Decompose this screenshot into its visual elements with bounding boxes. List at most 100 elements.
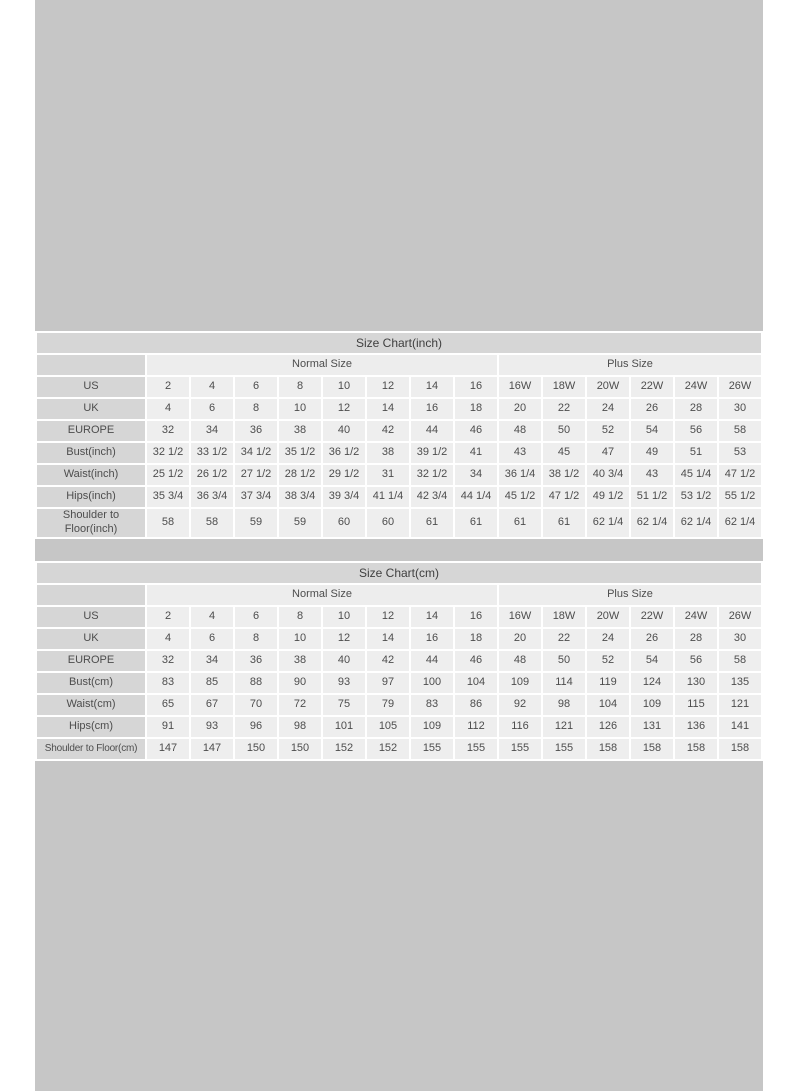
- size-cell: 45: [541, 441, 587, 465]
- size-cell: 116: [497, 715, 543, 739]
- size-cell: 36 1/4: [497, 463, 543, 487]
- size-cell: 96: [233, 715, 279, 739]
- size-cell: 2: [145, 375, 191, 399]
- size-cell: 98: [541, 693, 587, 717]
- table-row: UK 4 6 8 10 12 14 16 18 20 22 24 26 28 30: [35, 627, 763, 651]
- size-cell: 91: [145, 715, 191, 739]
- size-cell: 38: [277, 649, 323, 673]
- size-cell: 44 1/4: [453, 485, 499, 509]
- table-row: Hips(inch) 35 3/4 36 3/4 37 3/4 38 3/4 39 3/4…: [35, 485, 763, 509]
- size-cell: 75: [321, 693, 367, 717]
- size-cell: 14: [365, 627, 411, 651]
- corner-cell: [35, 583, 147, 607]
- size-cell: 16: [409, 627, 455, 651]
- size-cell: 59: [277, 507, 323, 539]
- group-header-normal-size: Normal Size: [145, 583, 499, 607]
- table-row: UK 4 6 8 10 12 14 16 18 20 22 24 26 28 30: [35, 397, 763, 421]
- size-cell: 20: [497, 397, 543, 421]
- size-cell: 155: [453, 737, 499, 761]
- table-row: US 2 4 6 8 10 12 14 16 16W 18W 20W 22W 24W 26W: [35, 375, 763, 399]
- row-label: Shoulder to Floor(cm): [35, 737, 147, 761]
- size-cell: 35 1/2: [277, 441, 323, 465]
- size-cell: 60: [365, 507, 411, 539]
- size-cell: 40 3/4: [585, 463, 631, 487]
- size-cell: 47 1/2: [541, 485, 587, 509]
- size-cell: 58: [189, 507, 235, 539]
- size-cell: 49 1/2: [585, 485, 631, 509]
- row-label: US: [35, 605, 147, 629]
- group-header-normal-size: Normal Size: [145, 353, 499, 377]
- size-cell: 67: [189, 693, 235, 717]
- size-cell: 10: [277, 627, 323, 651]
- table-row: Hips(cm) 91 93 96 98 101 105 109 112 116 121 126 131…: [35, 715, 763, 739]
- size-cell: 61: [541, 507, 587, 539]
- size-cell: 41 1/4: [365, 485, 411, 509]
- size-cell: 58: [717, 649, 763, 673]
- size-cell: 155: [541, 737, 587, 761]
- table-row: Shoulder to Floor(cm) 147 147 150 150 152 152 1…: [35, 737, 763, 761]
- size-cell: 88: [233, 671, 279, 695]
- size-cell: 147: [189, 737, 235, 761]
- size-cell: 4: [145, 397, 191, 421]
- size-cell: 10: [321, 375, 367, 399]
- size-cell: 4: [189, 605, 235, 629]
- size-cell: 52: [585, 419, 631, 443]
- size-cell: 29 1/2: [321, 463, 367, 487]
- size-cell: 135: [717, 671, 763, 695]
- corner-cell: [35, 353, 147, 377]
- size-cell: 97: [365, 671, 411, 695]
- size-cell: 14: [409, 375, 455, 399]
- size-cell: 26: [629, 397, 675, 421]
- size-cell: 62 1/4: [585, 507, 631, 539]
- size-cell: 30: [717, 397, 763, 421]
- size-cell: 36 1/2: [321, 441, 367, 465]
- size-cell: 12: [365, 605, 411, 629]
- size-cell: 28 1/2: [277, 463, 323, 487]
- table-title: Size Chart(cm): [35, 561, 763, 585]
- size-cell: 18W: [541, 375, 587, 399]
- size-cell: 26W: [717, 605, 763, 629]
- size-cell: 6: [233, 375, 279, 399]
- size-cell: 112: [453, 715, 499, 739]
- size-cell: 136: [673, 715, 719, 739]
- size-cell: 40: [321, 649, 367, 673]
- size-cell: 38 3/4: [277, 485, 323, 509]
- size-cell: 104: [453, 671, 499, 695]
- size-chart-cm-table: Size Chart(cm) Normal Size Plus Size US 2 4 6 8…: [35, 561, 763, 761]
- table-row: Waist(cm) 65 67 70 72 75 79 83 86 92 98 104 109 115 12…: [35, 693, 763, 717]
- size-cell: 44: [409, 419, 455, 443]
- size-cell: 32: [145, 419, 191, 443]
- size-cell: 4: [189, 375, 235, 399]
- size-cell: 8: [277, 605, 323, 629]
- size-cell: 104: [585, 693, 631, 717]
- row-label: EUROPE: [35, 419, 147, 443]
- size-cell: 85: [189, 671, 235, 695]
- row-label: Waist(inch): [35, 463, 147, 487]
- size-cell: 22: [541, 627, 587, 651]
- size-cell: 16W: [497, 375, 543, 399]
- size-cell: 18W: [541, 605, 587, 629]
- size-cell: 42: [365, 649, 411, 673]
- size-cell: 79: [365, 693, 411, 717]
- size-cell: 8: [233, 397, 279, 421]
- table-row: US 2 4 6 8 10 12 14 16 16W 18W 20W 22W 24W 26W: [35, 605, 763, 629]
- row-label: Bust(inch): [35, 441, 147, 465]
- size-cell: 39 1/2: [409, 441, 455, 465]
- size-cell: 36 3/4: [189, 485, 235, 509]
- table-row: Waist(inch) 25 1/2 26 1/2 27 1/2 28 1/2 29 1/…: [35, 463, 763, 487]
- row-label: Waist(cm): [35, 693, 147, 717]
- size-cell: 150: [277, 737, 323, 761]
- size-cell: 22W: [629, 605, 675, 629]
- size-cell: 46: [453, 649, 499, 673]
- size-cell: 54: [629, 419, 675, 443]
- size-cell: 8: [277, 375, 323, 399]
- size-cell: 51 1/2: [629, 485, 675, 509]
- size-cell: 36: [233, 649, 279, 673]
- table-row: Bust(cm) 83 85 88 90 93 97 100 104 109 114 119 124 13…: [35, 671, 763, 695]
- size-cell: 35 3/4: [145, 485, 191, 509]
- row-label: EUROPE: [35, 649, 147, 673]
- size-cell: 24: [585, 397, 631, 421]
- size-cell: 38: [277, 419, 323, 443]
- size-cell: 109: [409, 715, 455, 739]
